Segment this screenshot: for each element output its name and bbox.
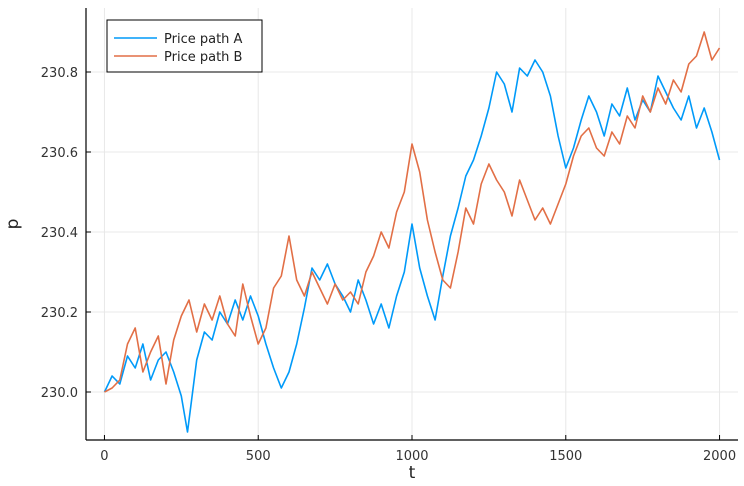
y-tick-label: 230.0 [41, 386, 78, 401]
series-layer [103, 31, 721, 433]
series-line-price-path-b [104, 31, 721, 393]
x-tick-label: 1000 [395, 449, 428, 464]
y-tick-label: 230.2 [41, 306, 78, 321]
legend: Price path A Price path B [106, 19, 263, 73]
x-axis-title: t [409, 463, 416, 483]
x-tick-label: 2000 [703, 449, 736, 464]
tick-labels: 0 500 1000 1500 2000 230.0 230.2 230.4 230.6 230.… [41, 66, 736, 464]
legend-label-price-path-a: Price path A [164, 32, 243, 47]
y-tick-label: 230.4 [41, 226, 78, 241]
legend-label-price-path-b: Price path B [164, 50, 242, 65]
grid-lines [86, 8, 738, 440]
y-tick-label: 230.6 [41, 146, 78, 161]
x-tick-label: 500 [246, 449, 271, 464]
x-tick-label: 0 [100, 449, 108, 464]
y-tick-label: 230.8 [41, 66, 78, 81]
x-tick-label: 1500 [549, 449, 582, 464]
series-line-price-path-a [103, 59, 721, 433]
tick-marks [86, 71, 721, 440]
legend-box [106, 19, 263, 73]
y-axis-title: p [3, 219, 23, 230]
